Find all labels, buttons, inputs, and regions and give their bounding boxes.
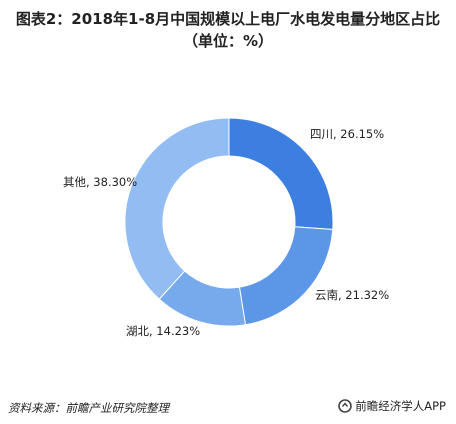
brand-label: 前瞻经济学人APP [355,399,446,413]
chart-title: 图表2：2018年1-8月中国规模以上电厂水电发电量分地区占比 （单位：%） [0,8,456,52]
slice-label-3: 湖北, 14.23% [126,324,200,338]
source-note: 资料来源：前瞻产业研究院整理 [8,401,169,415]
slice-label-2: 云南, 21.32% [315,288,389,302]
chart-title-line-1: 图表2：2018年1-8月中国规模以上电厂水电发电量分地区占比 [15,10,441,28]
footer: 资料来源：前瞻产业研究院整理 前瞻经济学人APP [0,394,456,424]
slice-label-1: 四川, 26.15% [310,127,384,141]
donut-slice-2 [238,226,334,326]
brand-credit: 前瞻经济学人APP [338,398,446,414]
slice-label-4: 其他, 38.30% [63,175,137,189]
qianzhan-logo-icon [338,399,353,413]
chart-title-line-2: （单位：%） [182,32,274,50]
donut-slice-4 [124,117,230,300]
